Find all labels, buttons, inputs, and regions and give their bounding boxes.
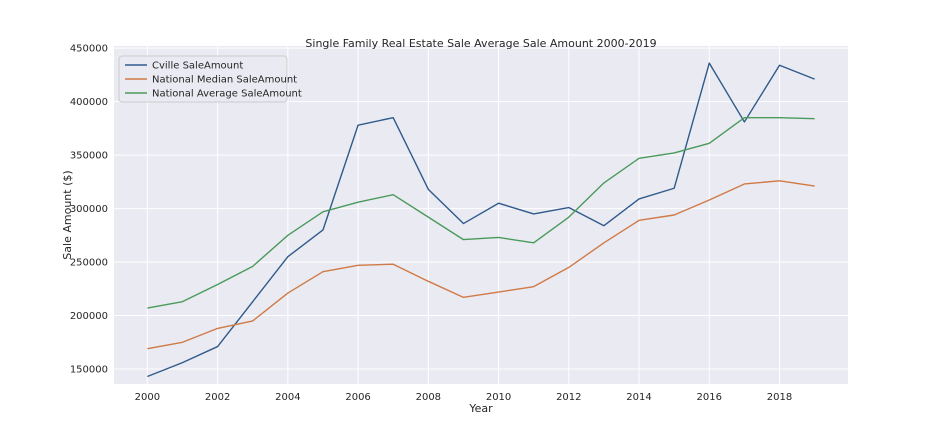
x-tick-label: 2010 <box>486 392 511 403</box>
x-tick-label: 2004 <box>275 392 300 403</box>
x-axis-label: Year <box>468 402 493 415</box>
x-tick-label: 2018 <box>767 392 792 403</box>
x-tick-label: 2002 <box>205 392 230 403</box>
x-tick-label: 2006 <box>345 392 370 403</box>
y-tick-label: 150000 <box>70 365 108 376</box>
x-tick-label: 2014 <box>626 392 651 403</box>
y-tick-label: 300000 <box>70 204 108 215</box>
legend: Cville SaleAmount National Median SaleAmo… <box>118 55 302 103</box>
series-lines <box>147 62 815 378</box>
legend-label-2: National Average SaleAmount <box>152 89 302 100</box>
y-tick-label: 350000 <box>70 151 108 162</box>
y-tick-label: 400000 <box>70 97 108 108</box>
legend-label-1: National Median SaleAmount <box>152 75 297 86</box>
series-line-0 <box>147 62 815 378</box>
y-tick-label: 250000 <box>70 258 108 269</box>
x-axis-ticks: 2000 2002 2004 2006 2008 2010 2012 2014 2016 2018 <box>135 392 793 403</box>
legend-box <box>118 55 288 103</box>
series-line-1 <box>147 180 815 350</box>
legend-label-0: Cville SaleAmount <box>152 61 243 72</box>
y-tick-label: 450000 <box>70 44 108 55</box>
chart-title: Single Family Real Estate Sale Average S… <box>305 37 656 50</box>
y-tick-label: 200000 <box>70 311 108 322</box>
y-axis-label: Sale Amount ($) <box>61 170 74 259</box>
series-line-2 <box>147 116 815 309</box>
y-axis-ticks: 150000 200000 250000 300000 350000 400000 4500… <box>70 44 108 376</box>
x-tick-label: 2000 <box>135 392 160 403</box>
x-tick-label: 2016 <box>697 392 722 403</box>
x-tick-label: 2008 <box>416 392 441 403</box>
x-tick-label: 2012 <box>556 392 581 403</box>
